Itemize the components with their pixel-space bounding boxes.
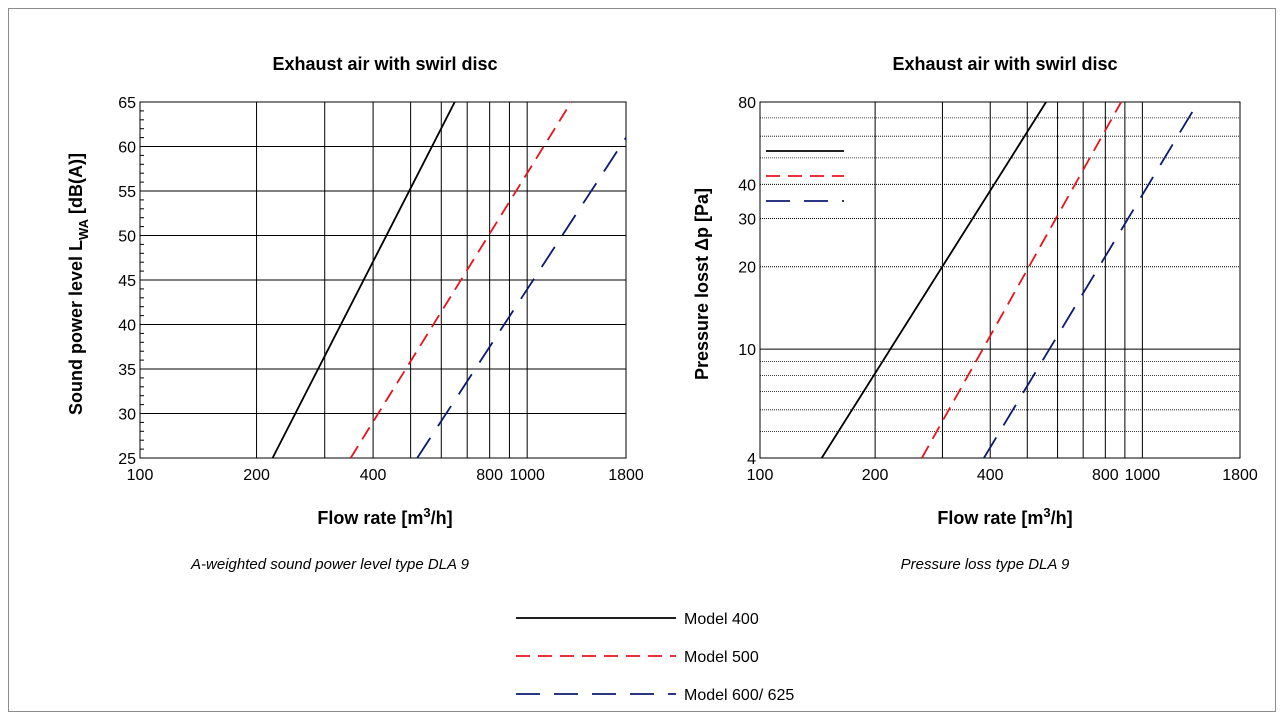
right-series — [820, 101, 1200, 459]
right-x-tick-label: 1000 — [1125, 467, 1161, 484]
pressure-loss-chart: Exhaust air with swirl disc 100 200 400 800… — [692, 54, 1258, 573]
left-plot-border — [139, 101, 627, 459]
left-y-tick-label: 45 — [118, 273, 136, 290]
left-x-tick-label: 1800 — [608, 467, 644, 484]
right-y-axis-label: Pressure losst Δp [Pa] — [692, 188, 712, 380]
right-grid — [759, 101, 1241, 459]
right-y-tick-label: 30 — [738, 212, 756, 229]
right-x-tick-label: 800 — [1092, 467, 1119, 484]
left-ticks: 100 200 400 800 1000 1800 25 30 35 40 45 50 55 60 65 — [118, 95, 644, 484]
right-x-tick-label: 200 — [862, 467, 889, 484]
right-series-line-2 — [921, 101, 1122, 459]
right-inline-legend — [766, 150, 844, 202]
left-series-line-3 — [416, 137, 627, 459]
left-series — [271, 101, 627, 459]
right-x-tick-label: 100 — [747, 467, 774, 484]
left-y-tick-label: 30 — [118, 407, 136, 424]
left-x-axis-label: Flow rate [m3/h] — [317, 505, 452, 528]
left-x-tick-label: 200 — [243, 467, 270, 484]
sound-power-chart: Exhaust air with swirl disc 100 200 400 800… — [66, 54, 644, 573]
right-caption: Pressure loss type DLA 9 — [901, 556, 1070, 573]
legend-label-1: Model 400 — [684, 611, 759, 628]
left-y-axis-label: Sound power level LWA [dB(A)] — [66, 153, 91, 415]
left-x-tick-label: 100 — [127, 467, 154, 484]
right-x-axis-label: Flow rate [m3/h] — [937, 505, 1072, 528]
right-y-tick-label: 4 — [747, 451, 756, 468]
left-y-tick-label: 55 — [118, 184, 136, 201]
right-y-tick-label: 80 — [738, 95, 756, 112]
left-y-tick-label: 35 — [118, 362, 136, 379]
left-y-tick-label: 65 — [118, 95, 136, 112]
left-y-tick-label: 25 — [118, 451, 136, 468]
legend-label-2: Model 500 — [684, 649, 759, 666]
left-caption: A-weighted sound power level type DLA 9 — [190, 556, 470, 573]
right-y-tick-label: 20 — [738, 260, 756, 277]
left-x-tick-label: 800 — [476, 467, 503, 484]
right-chart-title: Exhaust air with swirl disc — [892, 54, 1117, 74]
left-x-tick-label: 1000 — [509, 467, 545, 484]
legend-label-3: Model 600/ 625 — [684, 687, 794, 704]
left-y-tick-label: 40 — [118, 318, 136, 335]
right-x-tick-label: 400 — [977, 467, 1004, 484]
left-y-tick-label: 50 — [118, 229, 136, 246]
legend: Model 400 Model 500 Model 600/ 625 — [516, 611, 794, 704]
right-y-tick-label: 10 — [738, 342, 756, 359]
left-x-tick-label: 400 — [360, 467, 387, 484]
figure-frame — [8, 8, 1276, 712]
right-y-tick-label: 40 — [738, 177, 756, 194]
left-y-tick-label: 60 — [118, 140, 136, 157]
right-series-line-1 — [820, 101, 1047, 459]
right-plot-border — [759, 101, 1241, 459]
right-ticks: 100 200 400 800 1000 1800 4 10 20 30 40 80 — [738, 95, 1258, 484]
left-chart-title: Exhaust air with swirl disc — [272, 54, 497, 74]
left-series-line-2 — [349, 101, 573, 459]
left-grid — [139, 101, 627, 459]
right-x-tick-label: 1800 — [1222, 467, 1258, 484]
left-series-line-1 — [271, 101, 456, 459]
right-series-line-3 — [983, 101, 1200, 459]
